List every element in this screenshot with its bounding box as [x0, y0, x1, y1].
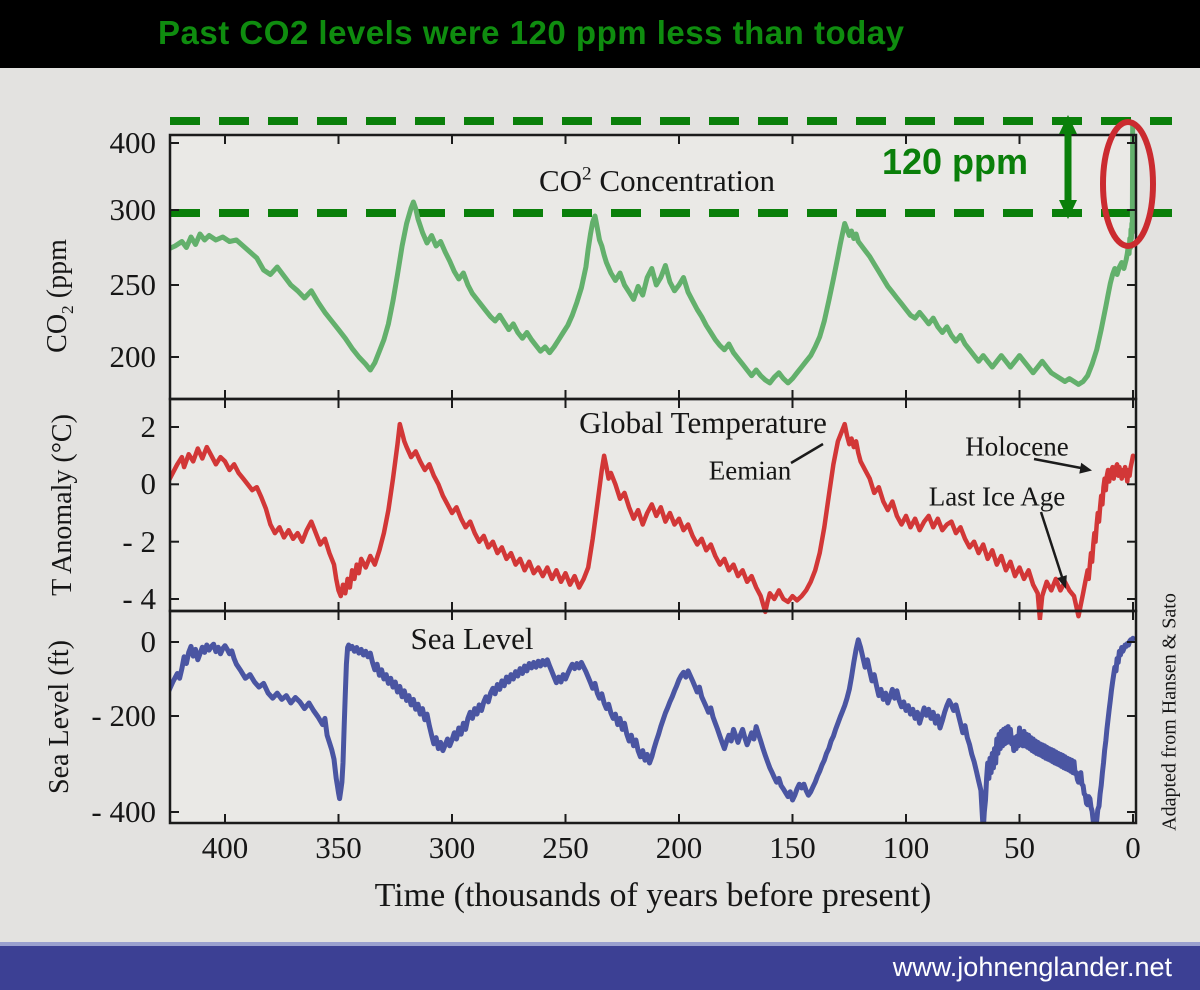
panel-background — [170, 611, 1136, 823]
footer-url: www.johnenglander.net — [892, 952, 1172, 982]
header-bar: Past CO2 levels were 120 ppm less than t… — [0, 0, 1200, 68]
temperature-series-line — [170, 421, 1136, 620]
sea_level-series-line — [170, 635, 1136, 823]
recent-co2-spike-ellipse — [1100, 119, 1156, 249]
last-ice-age-arrow-head-icon — [1057, 575, 1067, 589]
last-ice-age-leader-line — [1039, 511, 1064, 578]
footer-bar: www.johnenglander.net — [0, 942, 1200, 990]
holocene-arrow-head-icon — [1079, 462, 1092, 474]
slide-title: Past CO2 levels were 120 ppm less than t… — [158, 14, 905, 51]
eemian-leader-line — [790, 442, 824, 465]
gap-arrow-head-down-icon — [1059, 200, 1077, 219]
panel-border — [168, 609, 1138, 825]
gap-arrow-head-up-icon — [1059, 115, 1077, 134]
holocene-leader-line — [1033, 457, 1082, 470]
co2-series-line — [170, 121, 1136, 387]
